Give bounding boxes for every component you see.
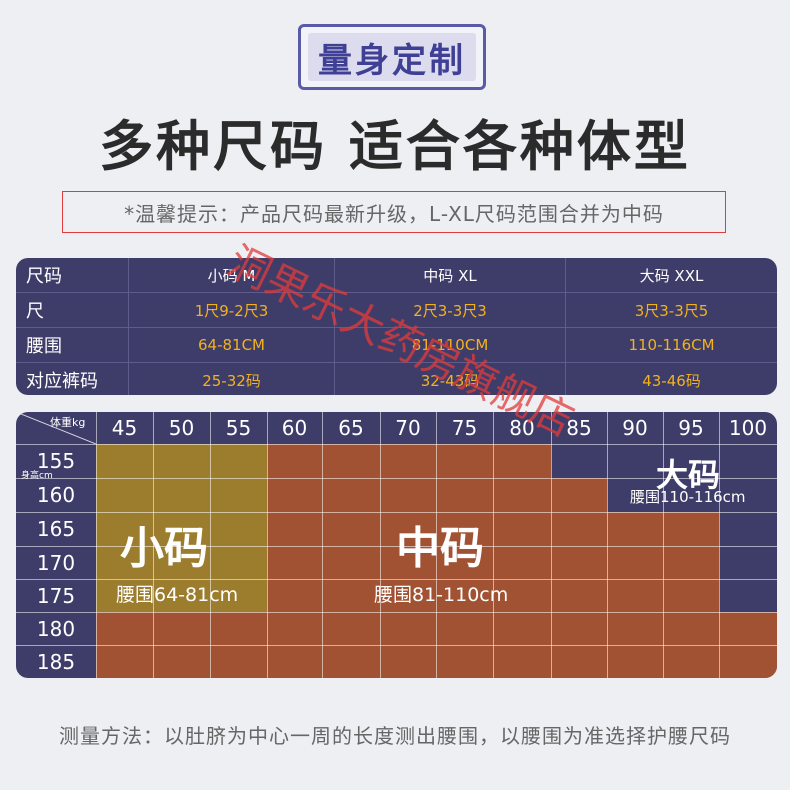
size-table-row: 尺 1尺9-2尺3 2尺3-3尺3 3尺3-3尺5 bbox=[16, 293, 777, 327]
row-label: 对应裤码 bbox=[16, 363, 129, 395]
large-zone-title: 大码 bbox=[656, 456, 721, 494]
height-label: 185 bbox=[36, 649, 76, 674]
weight-label: 85 bbox=[566, 416, 592, 440]
height-label: 165 bbox=[36, 517, 76, 541]
badge-text: 量身定制 bbox=[308, 33, 476, 81]
corner-diagonal bbox=[16, 412, 96, 444]
large-zone-waist: 腰围110-116cm bbox=[630, 488, 746, 506]
medium-size-zone bbox=[267, 444, 551, 678]
grid-horizontal-line bbox=[16, 512, 777, 513]
grid-horizontal-line bbox=[16, 478, 777, 479]
row-value: 2尺3-3尺3 bbox=[335, 293, 566, 327]
size-header-label: 尺码 bbox=[16, 258, 129, 292]
row-value: 25-32码 bbox=[129, 363, 335, 395]
size-header-medium: 中码 XL bbox=[335, 258, 566, 292]
grid-vertical-line bbox=[96, 412, 97, 678]
size-header-large: 大码 XXL bbox=[639, 266, 704, 285]
height-label: 175 bbox=[36, 583, 76, 608]
grid-vertical-line bbox=[551, 412, 552, 678]
row-value: 43-46码 bbox=[642, 371, 701, 390]
height-label: 170 bbox=[36, 550, 76, 575]
grid-horizontal-line bbox=[16, 612, 777, 613]
weight-label: 65 bbox=[338, 416, 364, 440]
grid-horizontal-line bbox=[16, 645, 777, 646]
height-label: 180 bbox=[36, 616, 76, 641]
size-table-row: 对应裤码 25-32码 32-43码 43-46码 bbox=[16, 363, 777, 395]
weight-label: 45 bbox=[111, 416, 138, 440]
row-value: 64-81CM bbox=[129, 328, 335, 362]
grid-horizontal-line bbox=[16, 546, 777, 547]
medium-zone-title: 中码 bbox=[396, 523, 484, 574]
height-label: 160 bbox=[36, 483, 76, 507]
grid-vertical-line bbox=[153, 412, 154, 678]
medium-zone-waist: 腰围81-110cm bbox=[374, 584, 509, 606]
grid-vertical-line bbox=[607, 412, 608, 678]
height-axis-label: 身高cm bbox=[21, 471, 53, 481]
weight-label: 70 bbox=[395, 416, 421, 440]
grid-vertical-line bbox=[719, 412, 720, 678]
row-value: 32-43码 bbox=[335, 363, 566, 395]
size-header-small: 小码 M bbox=[129, 258, 335, 292]
weight-axis-label: 体重kg bbox=[50, 416, 86, 429]
weight-height-grid: 体重kg 身高cm 45 50 55 60 65 70 75 80 85 90 95 100 155 16… bbox=[16, 412, 777, 678]
row-label: 腰围 bbox=[16, 328, 129, 362]
grid-vertical-line bbox=[380, 412, 381, 678]
grid-horizontal-line bbox=[16, 444, 777, 445]
grid-vertical-line bbox=[210, 412, 211, 678]
small-zone-title: 小码 bbox=[120, 523, 208, 574]
size-table-row: 腰围 64-81CM 81-110CM 110-116CM bbox=[16, 328, 777, 362]
row-label: 尺 bbox=[16, 293, 129, 327]
grid-vertical-line bbox=[436, 412, 437, 678]
weight-label: 75 bbox=[451, 416, 478, 440]
row-value: 1尺9-2尺3 bbox=[129, 293, 335, 327]
page-headline: 多种尺码 适合各种体型 bbox=[99, 115, 691, 178]
weight-label: 90 bbox=[622, 416, 648, 440]
grid-vertical-line bbox=[663, 412, 664, 678]
custom-fit-badge: 量身定制 bbox=[298, 24, 486, 90]
grid-vertical-line bbox=[493, 412, 494, 678]
row-value: 3尺3-3尺5 bbox=[634, 301, 709, 320]
weight-label: 50 bbox=[168, 416, 195, 440]
weight-label: 60 bbox=[281, 416, 308, 440]
row-value: 110-116CM bbox=[628, 336, 715, 354]
size-table-header-row: 尺码 小码 M 中码 XL 大码 XXL bbox=[16, 258, 777, 292]
weight-label: 95 bbox=[678, 416, 704, 440]
weight-label: 100 bbox=[728, 416, 768, 440]
size-table: 尺码 小码 M 中码 XL 大码 XXL 尺 1尺9-2尺3 2尺3-3尺3 3… bbox=[16, 258, 777, 395]
grid-horizontal-line bbox=[16, 579, 777, 580]
row-value: 81-110CM bbox=[335, 328, 566, 362]
weight-label: 55 bbox=[225, 416, 252, 440]
grid-vertical-line bbox=[267, 412, 268, 678]
small-zone-waist: 腰围64-81cm bbox=[116, 584, 239, 606]
grid-vertical-line bbox=[322, 412, 323, 678]
measurement-note: 测量方法：以肚脐为中心一周的长度测出腰围，以腰围为准选择护腰尺码 bbox=[59, 724, 731, 748]
medium-size-zone bbox=[551, 478, 607, 678]
height-label: 155 bbox=[36, 449, 76, 473]
small-size-zone bbox=[96, 444, 267, 612]
tip-notice: *温馨提示：产品尺码最新升级，L-XL尺码范围合并为中码 bbox=[62, 191, 726, 233]
weight-label: 80 bbox=[509, 416, 535, 440]
